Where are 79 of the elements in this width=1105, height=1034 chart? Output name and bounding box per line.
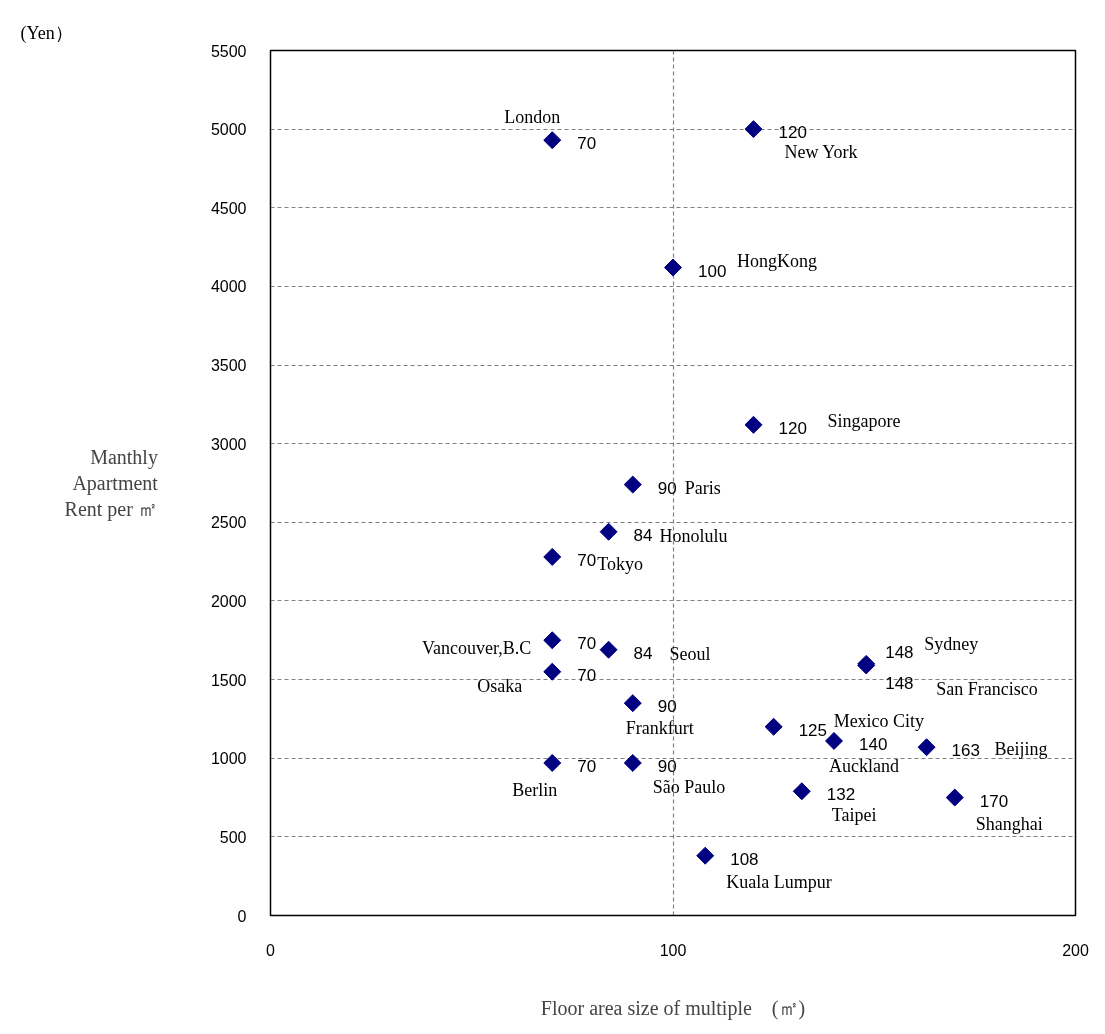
- y-tick-label: 1000: [210, 750, 247, 768]
- y-tick-label: 5000: [210, 121, 247, 139]
- point: [945, 788, 964, 807]
- point: [623, 753, 642, 772]
- text: 148: [885, 642, 914, 662]
- point: [543, 547, 562, 566]
- annotation: Osaka: [477, 675, 523, 696]
- text: 108: [730, 849, 759, 869]
- annotation: Beijing: [994, 739, 1048, 760]
- annotation: HongKong: [737, 250, 817, 271]
- x-tick-label: 200: [1062, 941, 1089, 959]
- x-axis-title: Floor area size of multiple (㎡): [540, 996, 806, 1020]
- y-tick-label: 3500: [210, 357, 247, 375]
- text: 100: [698, 261, 727, 281]
- text: 70: [577, 665, 597, 685]
- y-tick-label: 1500: [210, 671, 247, 689]
- y-tick-label: 5500: [210, 42, 247, 60]
- x-tick-label: 0: [266, 941, 276, 959]
- text: 90: [657, 697, 677, 717]
- annotation: São Paulo: [652, 776, 726, 797]
- annotation: Honolulu: [659, 525, 728, 546]
- text: 70: [577, 550, 597, 570]
- annotation: Vancouver,B.C: [421, 638, 532, 659]
- annotation: Kuala Lumpur: [726, 871, 832, 892]
- point: [599, 522, 618, 541]
- point: [664, 258, 682, 277]
- point: [744, 415, 763, 434]
- text: 163: [951, 741, 980, 761]
- point: [623, 475, 642, 494]
- text: 132: [826, 785, 856, 805]
- text: 70: [577, 134, 597, 154]
- y-tick-label: 0: [237, 907, 247, 925]
- text: 90: [657, 478, 677, 498]
- point: [543, 662, 562, 681]
- y-tick-label: 3000: [210, 435, 247, 453]
- text: (Yen）: [20, 23, 73, 44]
- annotation: Singapore: [827, 410, 901, 431]
- text: 120: [778, 123, 807, 143]
- text: 125: [798, 720, 827, 740]
- text: 170: [979, 791, 1009, 811]
- annotation: Auckland: [829, 755, 899, 776]
- point: [744, 120, 763, 139]
- annotation: Sydney: [924, 633, 979, 654]
- y-tick-label: 2500: [210, 514, 247, 532]
- y-tick-label: 4500: [210, 199, 247, 217]
- text: 84: [633, 525, 653, 545]
- text: 84: [633, 643, 653, 663]
- y-tick-label: 2000: [210, 592, 247, 610]
- annotation: San Francisco: [936, 679, 1038, 700]
- point: [543, 631, 562, 650]
- annotation: New York: [784, 142, 858, 163]
- point: [792, 782, 811, 801]
- annotation: Frankfurt: [625, 718, 694, 739]
- text: 120: [778, 418, 807, 438]
- y-axis-title: Manthly Apartment Rent per ㎡: [64, 445, 159, 522]
- text: 70: [577, 634, 597, 654]
- text: 70: [577, 756, 597, 776]
- point: [764, 717, 783, 736]
- annotation: Tokyo: [597, 553, 643, 574]
- annotation: London: [504, 107, 561, 128]
- annotation: Paris: [684, 477, 721, 498]
- point: [917, 738, 936, 757]
- annotation: Shanghai: [975, 813, 1043, 834]
- annotation: Taipei: [831, 805, 877, 826]
- point: [543, 753, 562, 772]
- text: 90: [657, 756, 677, 776]
- point: [599, 640, 618, 659]
- point: [696, 846, 715, 865]
- text: 140: [859, 734, 888, 754]
- point: [825, 731, 843, 750]
- point: [543, 131, 562, 150]
- x-tick-label: 100: [659, 941, 687, 959]
- annotation: Berlin: [512, 779, 558, 800]
- annotation: Mexico City: [833, 710, 925, 731]
- y-tick-label: 500: [219, 828, 247, 846]
- y-tick-label: 4000: [210, 278, 247, 296]
- text: 148: [885, 674, 914, 694]
- annotation: Seoul: [669, 643, 711, 664]
- point: [623, 694, 642, 713]
